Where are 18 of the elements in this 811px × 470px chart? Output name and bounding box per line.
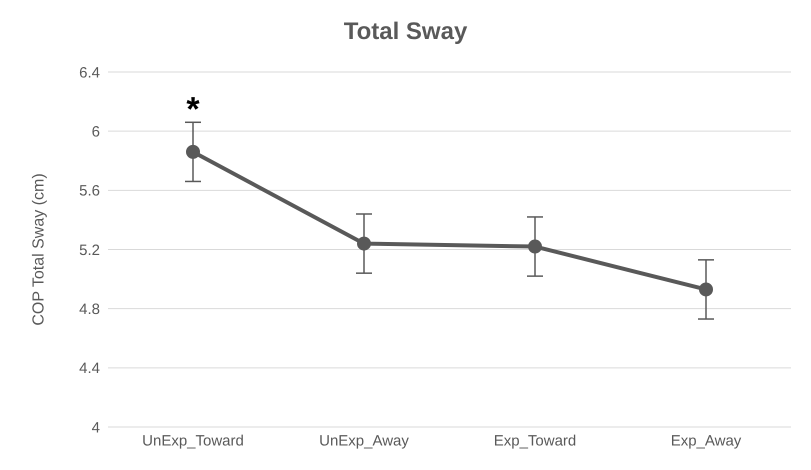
- x-tick-label: Exp_Away: [670, 432, 742, 450]
- y-tick-label: 5.6: [79, 182, 100, 200]
- y-tick-label: 4.4: [79, 360, 100, 378]
- y-tick-label: 4.8: [79, 300, 100, 318]
- y-tick-label: 5.2: [79, 242, 100, 259]
- point: [528, 240, 542, 254]
- x-tick-label: Exp_Toward: [494, 432, 576, 450]
- y-axis-title: COP Total Sway (cm): [30, 173, 48, 326]
- y-tick-label: 6.4: [79, 64, 100, 82]
- y-tick-label: 4: [92, 419, 100, 436]
- point: [186, 144, 200, 159]
- annotation: *: [186, 90, 200, 128]
- point: [699, 282, 713, 296]
- x-tick-label: UnExp_Away: [319, 432, 410, 450]
- y-tick-label: 6: [92, 123, 100, 140]
- x-tick-label: UnExp_Toward: [142, 432, 244, 450]
- point: [357, 236, 371, 251]
- chart-title: Total Sway: [342, 17, 468, 47]
